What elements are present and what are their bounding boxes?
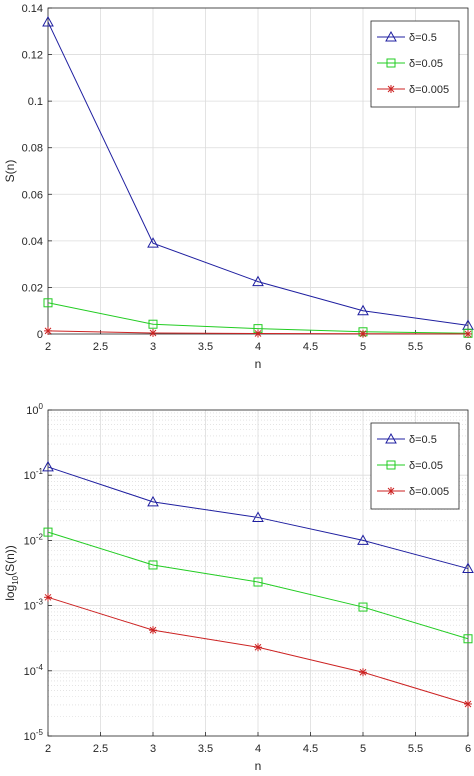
data-point — [464, 699, 472, 708]
data-point — [148, 560, 158, 570]
y-tick-label: 0.02 — [22, 282, 43, 294]
y-tick-label: 100 — [26, 402, 43, 417]
data-point — [147, 495, 159, 507]
legend-item: δ=0.05 — [377, 58, 443, 70]
legend-item: δ=0.05 — [377, 460, 443, 472]
y-tick-label: 0.1 — [28, 96, 43, 108]
series-triangle — [42, 460, 474, 574]
x-tick-label: 5.5 — [408, 743, 423, 755]
x-tick-label: 2.5 — [93, 341, 108, 353]
gridlines — [47, 409, 469, 737]
x-tick-label: 3.5 — [198, 743, 213, 755]
data-point — [44, 593, 52, 602]
data-point — [252, 275, 264, 287]
data-point — [42, 460, 54, 472]
legend-item: δ=0.005 — [377, 486, 449, 498]
data-point — [462, 562, 474, 574]
y-axis-label: S(n) — [3, 160, 17, 183]
x-tick-label: 4.5 — [303, 341, 318, 353]
y-tick-label: 0.14 — [22, 3, 43, 15]
y-tick-label: 0.12 — [22, 50, 43, 62]
data-point — [359, 668, 367, 677]
data-point — [148, 319, 158, 329]
y-tick-label: 10-1 — [24, 467, 44, 482]
legend-label: δ=0.005 — [409, 84, 449, 96]
data-point — [464, 329, 472, 338]
data-point — [149, 626, 157, 635]
data-point — [149, 329, 157, 338]
x-tick-label: 6 — [465, 341, 471, 353]
series-line — [47, 531, 469, 640]
legend-marker — [385, 432, 397, 444]
x-axis-label: n — [255, 357, 262, 371]
legend-label: δ=0.5 — [409, 434, 437, 446]
series-square — [43, 527, 473, 644]
data-point — [253, 577, 263, 587]
chart-1: 2 2.5 3 3.5 4 4.5 5 5.5 6 0 0.02 0.04 0.06 0.08 0.1 0.1… — [3, 3, 474, 371]
legend-item: δ=0.005 — [377, 84, 449, 96]
legend-label: δ=0.05 — [409, 460, 443, 472]
x-axis-label: n — [255, 759, 262, 773]
data-point — [42, 15, 54, 27]
data-point — [43, 298, 53, 308]
series-star — [44, 593, 472, 708]
chart-2: 2 2.5 3 3.5 4 4.5 5 5.5 6 10-5 10-4 10-3 10-2 10-1 100… — [3, 402, 474, 773]
x-tick-label: 2 — [45, 341, 51, 353]
x-tick-label: 4 — [255, 341, 261, 353]
legend-marker — [386, 460, 396, 470]
x-tick-label: 3 — [150, 341, 156, 353]
x-tick-label: 2 — [45, 743, 51, 755]
legend-marker — [387, 487, 395, 495]
y-tick-label: 0 — [37, 329, 43, 341]
legend-label: δ=0.005 — [409, 486, 449, 498]
series-line — [47, 302, 469, 334]
data-point — [358, 602, 368, 612]
data-point — [359, 329, 367, 338]
x-tick-label: 5 — [360, 743, 366, 755]
data-point — [147, 237, 159, 248]
data-point — [254, 643, 262, 652]
y-tick-label: 0.06 — [22, 189, 43, 201]
y-tick-label: 10-4 — [24, 663, 44, 678]
series-line — [47, 466, 469, 570]
data-point — [357, 304, 369, 316]
x-tick-label: 2.5 — [93, 743, 108, 755]
data-point — [357, 534, 369, 545]
data-point — [44, 326, 52, 335]
series-star — [44, 326, 472, 338]
y-tick-label: 10-5 — [24, 728, 44, 743]
legend-box — [370, 422, 460, 510]
legend-marker — [385, 30, 397, 42]
series-line — [47, 21, 469, 326]
y-axis-label: log10(S(n)) — [3, 545, 20, 601]
legend-item: δ=0.5 — [377, 30, 437, 44]
data-point — [252, 511, 264, 522]
legend: δ=0.5 δ=0.05 δ=0.005 — [370, 20, 460, 108]
x-tick-label: 3 — [150, 743, 156, 755]
legend-marker — [386, 58, 396, 68]
y-tick-label: 10-2 — [24, 532, 44, 547]
data-point — [254, 329, 262, 338]
x-tick-label: 6 — [465, 743, 471, 755]
legend-box — [370, 20, 460, 108]
x-tick-label: 4 — [255, 743, 261, 755]
legend-label: δ=0.05 — [409, 58, 443, 70]
data-point — [43, 527, 53, 537]
x-tick-label: 5 — [360, 341, 366, 353]
x-tick-label: 3.5 — [198, 341, 213, 353]
x-tick-label: 4.5 — [303, 743, 318, 755]
legend: δ=0.5 δ=0.05 δ=0.005 — [370, 422, 460, 510]
y-tick-label: 0.04 — [22, 236, 43, 248]
legend-marker — [387, 85, 395, 93]
legend-label: δ=0.5 — [409, 32, 437, 44]
legend-item: δ=0.5 — [377, 432, 437, 446]
y-tick-label: 10-3 — [24, 598, 44, 613]
series-triangle — [42, 15, 474, 330]
y-tick-label: 0.08 — [22, 143, 43, 155]
x-tick-label: 5.5 — [408, 341, 423, 353]
data-point — [463, 634, 473, 644]
